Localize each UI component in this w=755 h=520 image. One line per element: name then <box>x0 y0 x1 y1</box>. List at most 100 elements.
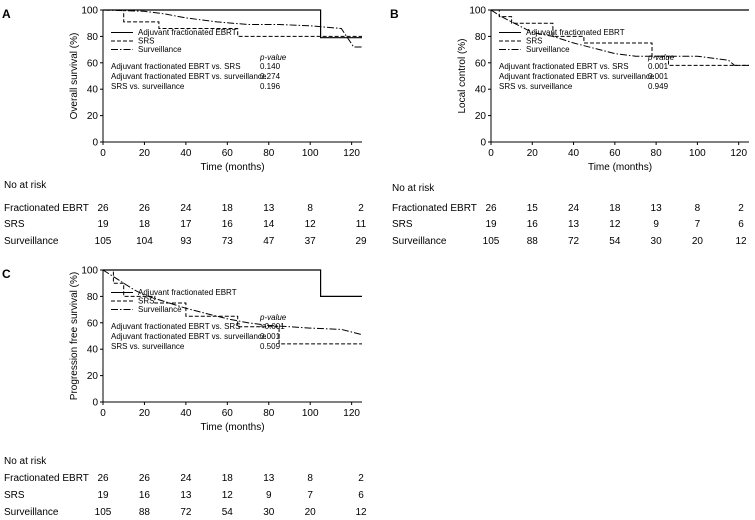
at-risk-value: 20 <box>305 507 317 518</box>
at-risk-value: 26 <box>139 473 151 484</box>
at-risk-value: 47 <box>263 236 275 247</box>
at-risk-header: No at risk <box>4 456 47 467</box>
y-tick-label: 60 <box>475 58 487 69</box>
x-tick-label: 120 <box>730 148 747 159</box>
legend-item: Adjuvant fractionated EBRT <box>526 28 625 37</box>
series-line-dashdot <box>490 9 749 66</box>
y-tick-label: 60 <box>87 318 99 329</box>
legend-item: Surveillance <box>138 45 182 54</box>
x-tick-label: 100 <box>302 408 319 419</box>
at-risk-row-label: SRS <box>4 490 25 501</box>
stat-label: SRS vs. surveillance <box>111 342 185 351</box>
x-tick-label: 20 <box>139 408 151 419</box>
x-tick-label: 40 <box>180 408 192 419</box>
at-risk-value: 13 <box>568 219 580 230</box>
at-risk-value: 19 <box>485 219 497 230</box>
panel-c: C 0 20 40 60 80 100 120 0 20 40 60 80 100 Time (months… <box>2 266 367 519</box>
at-risk-value: 24 <box>568 203 580 214</box>
x-tick-label: 0 <box>100 408 106 419</box>
at-risk-value: 8 <box>695 203 701 214</box>
p-value: <0.001 <box>260 322 285 331</box>
at-risk-value: 2 <box>358 473 364 484</box>
at-risk-value: 26 <box>485 203 497 214</box>
y-tick-label: 20 <box>87 111 99 122</box>
at-risk-value: 15 <box>527 203 539 214</box>
at-risk-value: 7 <box>695 219 701 230</box>
at-risk-value: 20 <box>692 236 704 247</box>
y-tick-label: 20 <box>475 111 487 122</box>
y-tick-label: 40 <box>87 85 99 96</box>
at-risk-value: 30 <box>651 236 663 247</box>
at-risk-value: 13 <box>263 473 275 484</box>
at-risk-value: 29 <box>355 236 367 247</box>
at-risk-value: 11 <box>356 219 367 230</box>
at-risk-value: 26 <box>97 203 109 214</box>
at-risk-table: No at risk Fractionated EBRT 26 26 24 18 13 8 2 S… <box>4 456 367 518</box>
x-tick-label: 20 <box>139 148 151 159</box>
at-risk-value: 24 <box>180 203 192 214</box>
p-value: 0.196 <box>260 82 281 91</box>
y-tick-label: 100 <box>469 6 486 17</box>
legend-item: Surveillance <box>138 305 182 314</box>
at-risk-value: 19 <box>97 490 109 501</box>
x-tick-label: 100 <box>689 148 706 159</box>
panel-b: B 0 20 40 60 80 100 120 0 20 40 60 80 100 Time (months… <box>390 6 749 247</box>
x-tick-label: 60 <box>222 408 234 419</box>
y-tick-label: 100 <box>81 6 98 17</box>
at-risk-value: 18 <box>222 473 234 484</box>
at-risk-row-label: Fractionated EBRT <box>392 203 477 214</box>
at-risk-value: 8 <box>307 203 313 214</box>
at-risk-row-label: Fractionated EBRT <box>4 473 89 484</box>
legend-item: SRS <box>138 297 154 306</box>
stat-label: Adjuvant fractionated EBRT vs. surveilla… <box>499 72 655 81</box>
x-axis-label: Time (months) <box>200 422 264 433</box>
at-risk-value: 26 <box>139 203 151 214</box>
at-risk-value: 88 <box>139 507 151 518</box>
p-value-header: p-value <box>259 313 287 322</box>
panel-letter: C <box>2 267 11 281</box>
series-line-dashdot <box>102 269 363 336</box>
x-tick-label: 0 <box>100 148 106 159</box>
series-line-dashed <box>491 9 749 66</box>
p-value: 0.509 <box>260 342 281 351</box>
at-risk-header: No at risk <box>392 183 435 194</box>
at-risk-value: 14 <box>263 219 275 230</box>
at-risk-table: No at risk Fractionated EBRT 26 15 24 18 13 8 2 S… <box>392 183 747 247</box>
at-risk-value: 88 <box>527 236 539 247</box>
panel-letter: A <box>2 7 11 21</box>
at-risk-value: 105 <box>483 236 500 247</box>
legend-item: Surveillance <box>526 45 570 54</box>
at-risk-value: 12 <box>222 490 234 501</box>
y-tick-label: 100 <box>81 266 98 277</box>
at-risk-value: 72 <box>568 236 580 247</box>
at-risk-value: 105 <box>95 507 112 518</box>
at-risk-value: 19 <box>97 219 109 230</box>
at-risk-table: No at risk Fractionated EBRT 26 26 24 18 13 8 2 S… <box>4 180 367 247</box>
at-risk-value: 9 <box>653 219 659 230</box>
x-tick-label: 40 <box>180 148 192 159</box>
at-risk-value: 105 <box>95 236 112 247</box>
at-risk-value: 7 <box>307 490 313 501</box>
stat-label: SRS vs. surveillance <box>111 82 185 91</box>
p-value: 0.001 <box>648 72 669 81</box>
y-tick-label: 80 <box>87 32 99 43</box>
x-tick-label: 60 <box>609 148 621 159</box>
y-tick-label: 0 <box>480 138 486 149</box>
y-tick-label: 80 <box>475 32 487 43</box>
at-risk-value: 13 <box>180 490 192 501</box>
series-line-solid <box>103 9 362 39</box>
x-tick-label: 20 <box>527 148 539 159</box>
at-risk-value: 16 <box>139 490 151 501</box>
at-risk-value: 18 <box>609 203 621 214</box>
x-axis-label: Time (months) <box>200 162 264 173</box>
y-axis-label: Overall survival (%) <box>69 33 80 120</box>
p-value: 0.949 <box>648 82 669 91</box>
at-risk-value: 72 <box>180 507 192 518</box>
at-risk-value: 16 <box>527 219 539 230</box>
at-risk-value: 13 <box>263 203 275 214</box>
at-risk-value: 54 <box>609 236 621 247</box>
legend-item: Adjuvant fractionated EBRT <box>138 28 237 37</box>
panel-a: A 0 20 40 60 80 100 120 0 20 40 60 80 100 Time (months… <box>2 6 367 248</box>
at-risk-value: 12 <box>305 219 317 230</box>
